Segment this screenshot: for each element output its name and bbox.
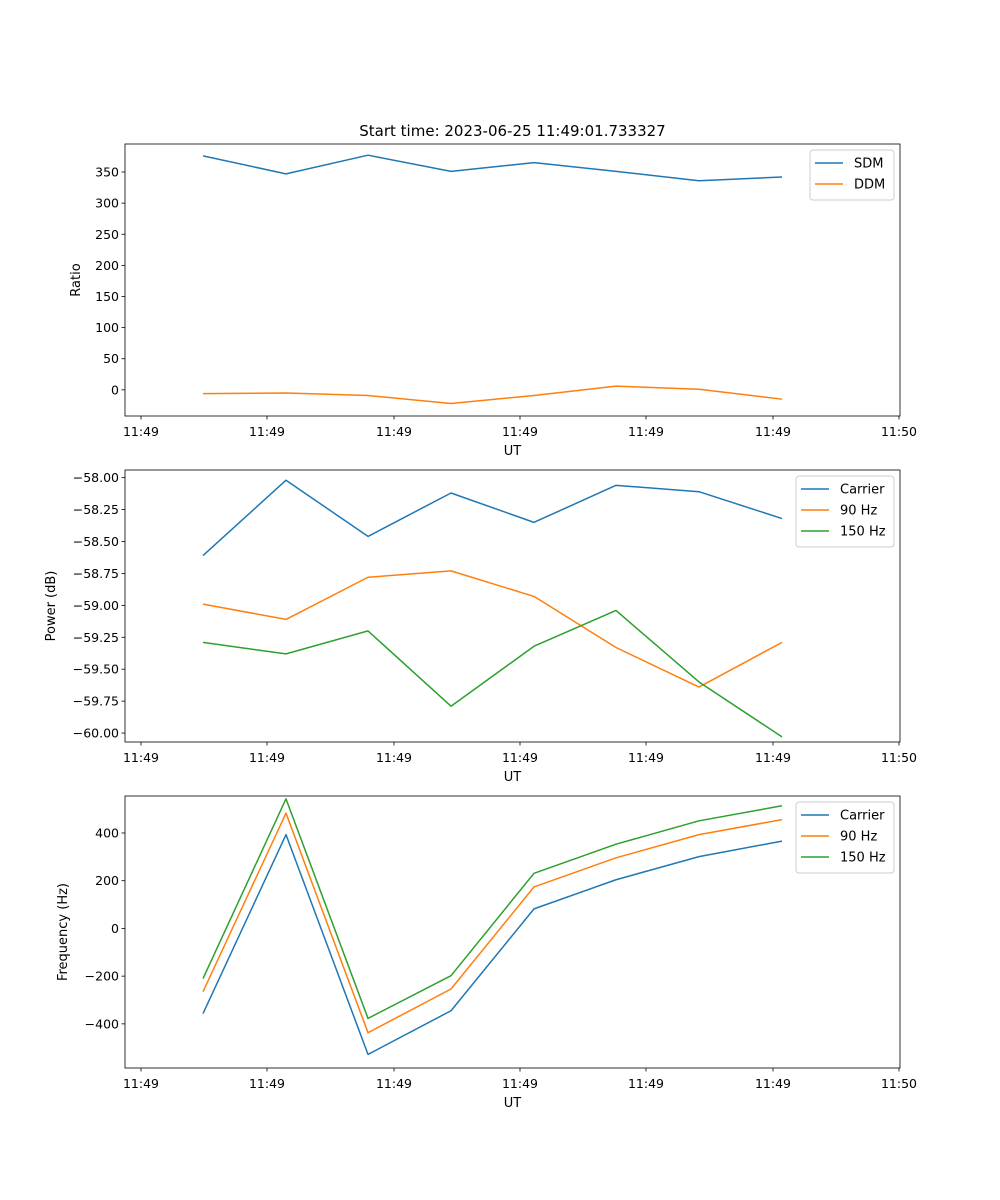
legend-label: 90 Hz: [840, 504, 877, 519]
x-tick-label: 11:49: [249, 424, 285, 439]
subplot-2: −60.00 −59.75 −59.50 −59.25 −59.00 −58.75 −58.…: [44, 469, 917, 785]
y-tick-label: −400: [85, 1016, 119, 1031]
y-tick-label: 200: [95, 873, 119, 888]
legend: Carrier 90 Hz 150 Hz: [795, 801, 895, 874]
y-tick-label: 100: [95, 320, 119, 335]
x-axis-label: UT: [504, 1096, 522, 1111]
series-line-150-hz: [202, 609, 783, 738]
y-tick-label: 400: [95, 825, 119, 840]
legend-box: [795, 801, 895, 874]
y-tick-label: −58.00: [73, 470, 119, 485]
series-line-carrier: [202, 479, 783, 557]
x-tick-label: 11:50: [881, 1076, 917, 1091]
x-tick-label: 11:49: [502, 424, 538, 439]
y-tick-label: 350: [95, 165, 119, 180]
axes-frame: [124, 469, 901, 743]
x-tick-label: 11:49: [502, 1076, 538, 1091]
y-tick-label: 300: [95, 196, 119, 211]
y-axis-label: Power (dB): [44, 571, 59, 642]
x-tick-label: 11:49: [249, 1076, 285, 1091]
y-tick-label: −59.00: [73, 598, 119, 613]
series-line-ddm: [202, 385, 783, 405]
x-tick-label: 11:49: [628, 1076, 664, 1091]
legend-label: DDM: [854, 178, 885, 193]
series-line-sdm: [202, 154, 783, 182]
y-axis-label: Frequency (Hz): [56, 883, 71, 981]
x-tick-label: 11:49: [123, 424, 159, 439]
legend-label: 150 Hz: [840, 525, 886, 540]
y-tick-label: 250: [95, 227, 119, 242]
y-tick-label: −58.50: [73, 534, 119, 549]
y-tick-label: −59.25: [73, 630, 119, 645]
x-tick-label: 11:50: [881, 424, 917, 439]
y-tick-label: 200: [95, 258, 119, 273]
legend-label: 90 Hz: [840, 830, 877, 845]
legend: Carrier 90 Hz 150 Hz: [795, 475, 895, 548]
series-line-90-hz: [202, 570, 783, 688]
x-tick-label: 11:49: [123, 1076, 159, 1091]
legend-label: SDM: [854, 157, 883, 172]
subplot-3: −400 −200 0 200 400 11:49 11:49 11:49 11:49 11:49…: [56, 795, 917, 1111]
x-tick-label: 11:49: [628, 750, 664, 765]
series-line-90-hz: [202, 812, 783, 1034]
x-tick-label: 11:49: [376, 1076, 412, 1091]
x-axis-label: UT: [504, 770, 522, 785]
y-tick-label: 50: [103, 351, 119, 366]
y-tick-label: −59.50: [73, 662, 119, 677]
y-tick-label: 0: [111, 921, 119, 936]
y-tick-label: −200: [85, 969, 119, 984]
x-tick-label: 11:49: [755, 424, 791, 439]
legend-label: Carrier: [840, 483, 885, 498]
y-tick-label: −59.75: [73, 694, 119, 709]
series-line-carrier: [202, 833, 783, 1056]
x-tick-label: 11:49: [755, 1076, 791, 1091]
x-tick-label: 11:49: [755, 750, 791, 765]
y-tick-label: −58.75: [73, 566, 119, 581]
series-line-150-hz: [202, 798, 783, 1020]
legend-label: 150 Hz: [840, 851, 886, 866]
y-tick-label: 150: [95, 289, 119, 304]
x-tick-label: 11:49: [502, 750, 538, 765]
subplot-1: 0 50 100 150 200 250 300 350 11:49 11:49 11:49 11:4…: [69, 143, 917, 459]
x-tick-label: 11:49: [123, 750, 159, 765]
y-tick-label: −60.00: [73, 726, 119, 741]
axes-frame: [124, 795, 901, 1069]
figure-title: Start time: 2023-06-25 11:49:01.733327: [359, 122, 665, 140]
x-tick-label: 11:49: [249, 750, 285, 765]
legend: SDM DDM: [809, 149, 895, 201]
x-tick-label: 11:50: [881, 750, 917, 765]
legend-box: [795, 475, 895, 548]
y-tick-label: −58.25: [73, 502, 119, 517]
x-tick-label: 11:49: [628, 424, 664, 439]
x-tick-label: 11:49: [376, 750, 412, 765]
legend-label: Carrier: [840, 809, 885, 824]
x-axis-label: UT: [504, 444, 522, 459]
axes-frame: [124, 143, 901, 417]
y-tick-label: 0: [111, 382, 119, 397]
x-tick-label: 11:49: [376, 424, 412, 439]
y-axis-label: Ratio: [69, 263, 84, 296]
